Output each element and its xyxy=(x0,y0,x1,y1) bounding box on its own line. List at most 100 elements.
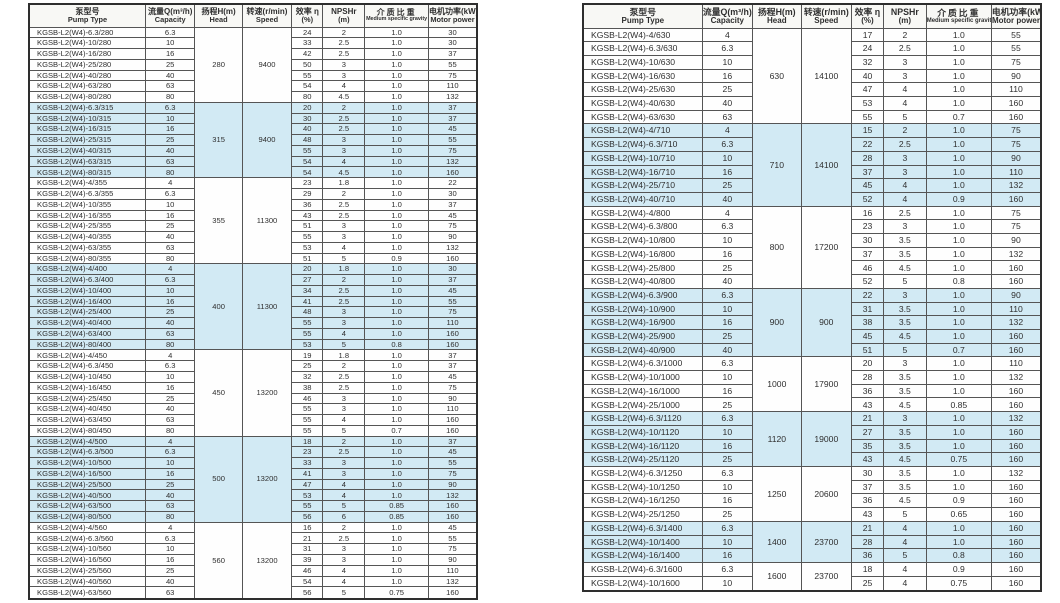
cell-npshr: 3 xyxy=(322,220,366,233)
cell-capacity: 10 xyxy=(701,424,754,440)
table-row: KGSB-L2(W4)-6.3/800 6.3 23 3 1.0 75 xyxy=(582,219,1042,235)
cell-model: KGSB-L2(W4)-63/280 xyxy=(28,80,147,93)
cell-efficiency: 21 xyxy=(850,411,884,426)
cell-efficiency: 28 xyxy=(850,150,884,166)
cell-npshr: 2 xyxy=(882,27,927,43)
cell-gravity: 1.0 xyxy=(364,467,430,480)
cell-power: 55 xyxy=(428,295,478,308)
cell-speed: 11300 xyxy=(241,177,293,265)
cell-npshr: 4 xyxy=(322,80,366,93)
cell-gravity: 1.0 xyxy=(925,82,992,98)
cell-model: KGSB-L2(W4)-25/900 xyxy=(582,328,703,344)
cell-model: KGSB-L2(W4)-6.3/630 xyxy=(582,41,703,56)
cell-npshr: 3 xyxy=(322,144,366,157)
cell-capacity: 4 xyxy=(145,435,196,448)
cell-gravity: 1.0 xyxy=(364,446,430,459)
cell-capacity: 16 xyxy=(145,48,196,60)
cell-model: KGSB-L2(W4)-25/630 xyxy=(582,82,703,98)
col-header-en-head: Head xyxy=(209,15,228,25)
cell-npshr: 2.5 xyxy=(322,123,366,136)
cell-speed: 14100 xyxy=(800,27,852,125)
cell-power: 110 xyxy=(990,356,1042,372)
cell-capacity: 40 xyxy=(701,96,754,111)
cell-npshr: 4 xyxy=(322,564,366,577)
cell-power: 55 xyxy=(428,58,478,71)
col-header-en-gravity: Medium specific gravity xyxy=(366,16,428,23)
table-row: KGSB-L2(W4)-6.3/1400 6.3 1400 23700 21 4 1.0 16… xyxy=(582,520,1042,563)
cell-capacity: 10 xyxy=(701,575,754,592)
table-row: KGSB-L2(W4)-25/1120 25 43 4.5 0.75 160 xyxy=(582,452,1042,467)
cell-npshr: 3 xyxy=(322,392,366,405)
cell-gravity: 1.0 xyxy=(364,37,430,50)
cell-gravity: 1.0 xyxy=(925,383,992,399)
cell-npshr: 4 xyxy=(882,534,927,550)
cell-power: 45 xyxy=(428,521,478,534)
col-header-model: 泵型号 Pump Type xyxy=(582,3,703,29)
table-row: KGSB-L2(W4)-4/400 4 400 11300 20 1.8 1.0 30 xyxy=(28,263,478,351)
cell-efficiency: 55 xyxy=(291,414,324,426)
cell-npshr: 3 xyxy=(322,467,366,480)
cell-efficiency: 53 xyxy=(850,96,884,111)
cell-gravity: 1.0 xyxy=(364,220,430,233)
cell-efficiency: 29 xyxy=(291,187,324,200)
table-row: KGSB-L2(W4)-40/400 40 55 3 1.0 110 xyxy=(28,317,478,329)
col-header-en-eff: (%) xyxy=(861,15,874,25)
cell-efficiency: 54 xyxy=(291,166,324,179)
cell-npshr: 3 xyxy=(322,69,366,82)
table-row: KGSB-L2(W4)-6.3/500 6.3 23 2.5 1.0 45 xyxy=(28,446,478,459)
cell-gravity: 1.0 xyxy=(364,274,430,286)
table-row: KGSB-L2(W4)-4/630 4 630 14100 17 2 1.0 55 xyxy=(582,27,1042,125)
cell-capacity: 80 xyxy=(145,424,196,437)
cell-gravity: 1.0 xyxy=(925,424,992,440)
cell-capacity: 40 xyxy=(145,69,196,82)
cell-efficiency: 28 xyxy=(850,534,884,550)
cell-efficiency: 37 xyxy=(850,246,884,262)
cell-npshr: 3 xyxy=(322,134,366,146)
cell-efficiency: 55 xyxy=(291,317,324,329)
cell-power: 160 xyxy=(990,109,1042,125)
table-row: KGSB-L2(W4)-40/560 40 54 4 1.0 132 xyxy=(28,575,478,588)
col-header-power: 电机功率(kW) Motor power xyxy=(428,3,478,28)
cell-model: KGSB-L2(W4)-4/400 xyxy=(28,263,147,276)
table-row: KGSB-L2(W4)-80/500 80 56 6 0.85 160 xyxy=(28,510,478,523)
cell-capacity: 6.3 xyxy=(701,561,754,577)
cell-efficiency: 17 xyxy=(850,27,884,43)
cell-head: 400 xyxy=(194,263,243,351)
cell-gravity: 1.0 xyxy=(364,295,430,308)
cell-npshr: 6 xyxy=(322,510,366,523)
cell-power: 75 xyxy=(990,219,1042,235)
cell-npshr: 4.5 xyxy=(882,493,927,509)
col-header-en-capacity: Capacity xyxy=(154,15,186,25)
cell-gravity: 1.0 xyxy=(364,554,430,566)
cell-gravity: 0.85 xyxy=(364,500,430,512)
cell-power: 90 xyxy=(990,287,1042,303)
cell-gravity: 0.75 xyxy=(925,452,992,467)
cell-power: 55 xyxy=(428,134,478,146)
cell-power: 75 xyxy=(428,220,478,233)
cell-efficiency: 19 xyxy=(291,349,324,362)
cell-capacity: 6.3 xyxy=(701,356,754,372)
cell-power: 55 xyxy=(990,41,1042,56)
cell-efficiency: 36 xyxy=(850,383,884,399)
cell-efficiency: 41 xyxy=(291,295,324,308)
cell-efficiency: 23 xyxy=(291,177,324,189)
table-row: KGSB-L2(W4)-6.3/280 6.3 280 9400 24 2 1.0 30 xyxy=(28,26,478,103)
cell-capacity: 25 xyxy=(701,328,754,344)
table-row: KGSB-L2(W4)-16/355 16 43 2.5 1.0 45 xyxy=(28,209,478,222)
cell-gravity: 1.0 xyxy=(925,178,992,193)
cell-npshr: 3 xyxy=(882,54,927,70)
cell-model: KGSB-L2(W4)-16/400 xyxy=(28,295,147,308)
cell-model: KGSB-L2(W4)-10/450 xyxy=(28,371,147,383)
cell-efficiency: 25 xyxy=(291,360,324,372)
cell-model: KGSB-L2(W4)-6.3/400 xyxy=(28,274,147,286)
cell-npshr: 2.5 xyxy=(322,48,366,60)
cell-efficiency: 24 xyxy=(291,26,324,39)
cell-gravity: 0.85 xyxy=(925,397,992,413)
cell-efficiency: 39 xyxy=(291,554,324,566)
cell-model: KGSB-L2(W4)-25/1250 xyxy=(582,507,703,522)
cell-gravity: 1.0 xyxy=(364,284,430,297)
cell-gravity: 1.0 xyxy=(364,112,430,125)
cell-model: KGSB-L2(W4)-10/400 xyxy=(28,284,147,297)
cell-gravity: 1.0 xyxy=(364,26,430,39)
cell-npshr: 2 xyxy=(322,26,366,39)
